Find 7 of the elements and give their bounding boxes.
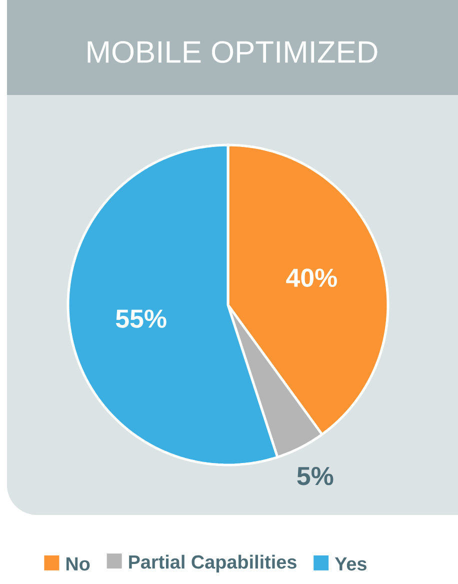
legend-label: No [66,557,90,571]
data-label: 55% [116,310,166,328]
data-label: 5% [297,466,334,486]
legend-label: Partial Capabilities [129,554,296,572]
legend-label: Yes [334,557,366,571]
chart-title: MOBILE OPTIMIZED [88,41,378,63]
data-label: 40% [286,268,337,287]
